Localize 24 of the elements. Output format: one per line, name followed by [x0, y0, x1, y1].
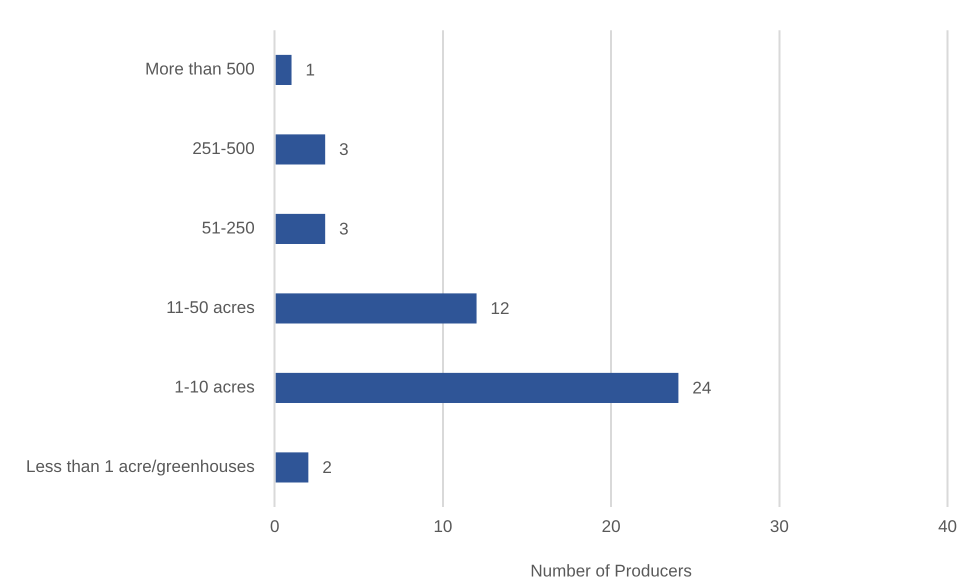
y-tick-label: 51-250	[202, 218, 255, 238]
bar	[276, 372, 678, 404]
data-label: 24	[692, 378, 712, 398]
data-label: 2	[322, 458, 332, 478]
bar	[276, 452, 308, 483]
x-tick-label: 30	[770, 517, 789, 536]
y-tick-label: 1-10 acres	[174, 378, 255, 397]
bar	[276, 293, 477, 324]
bar	[276, 54, 292, 86]
y-tick-label: 11-50 acres	[166, 298, 255, 318]
data-label: 1	[306, 60, 315, 80]
bar	[276, 214, 326, 244]
y-tick-label: Less than 1 acre/greenhouses	[26, 457, 255, 476]
data-label: 12	[490, 299, 510, 318]
x-tick-label: 40	[938, 517, 958, 536]
bar	[276, 134, 326, 165]
y-tick-label: More than 500	[145, 60, 255, 79]
data-label: 3	[339, 140, 349, 160]
x-tick-label: 10	[433, 517, 452, 536]
x-axis-title: Number of Producers	[530, 561, 692, 580]
x-tick-label: 0	[270, 517, 280, 536]
y-tick-label: 251-500	[192, 139, 255, 158]
x-tick-label: 20	[602, 517, 621, 536]
data-label: 3	[339, 220, 349, 239]
